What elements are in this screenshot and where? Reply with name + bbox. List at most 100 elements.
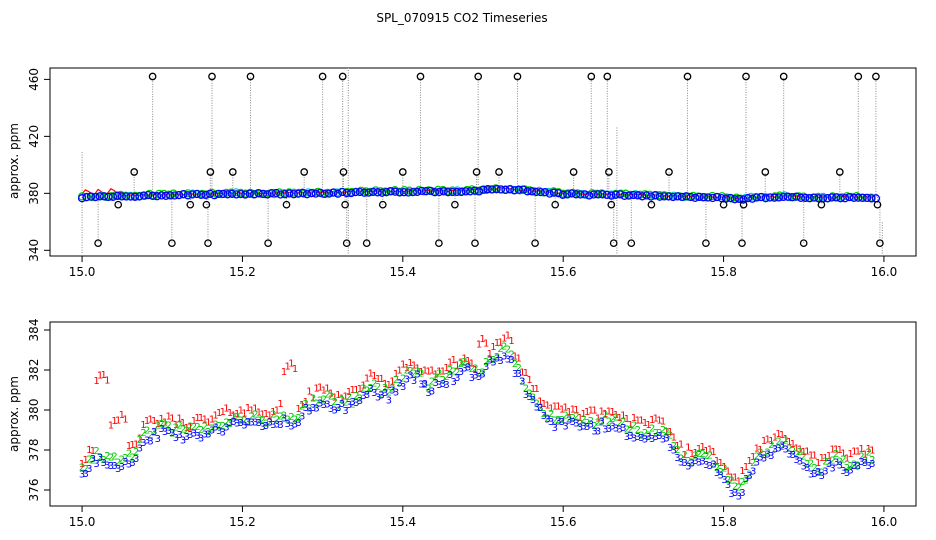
bottom-series-3-point: 3 — [544, 415, 550, 426]
top-series-3-point — [99, 192, 109, 201]
bottom-series-3-point: 3 — [765, 449, 771, 460]
top-outlier-marker — [94, 239, 102, 248]
bottom-series-1-point: 1 — [375, 374, 381, 385]
bottom-series-1-point: 1 — [822, 453, 828, 464]
bottom-series-2-point: 2 — [649, 423, 655, 434]
bottom-series-1-point: 1 — [458, 357, 464, 368]
top-outlier-marker — [282, 200, 291, 209]
bottom-series-3-point: 3 — [534, 402, 540, 413]
bottom-series-3-point: 3 — [570, 417, 576, 428]
bottom-series-1-point: 1 — [83, 455, 89, 466]
bottom-series-2-point: 2 — [429, 377, 435, 388]
top-outlier-marker — [665, 168, 673, 176]
bottom-series-1-point: 1 — [577, 413, 583, 424]
bottom-series-2-point: 2 — [772, 444, 778, 455]
bottom-series-3-point: 3 — [494, 354, 500, 365]
top-series-3-point — [364, 188, 373, 197]
top-series-3-point — [135, 192, 144, 201]
top-series-points — [77, 184, 881, 204]
top-series-3-point — [779, 192, 788, 202]
bottom-series-3-point: 3 — [707, 461, 713, 472]
bottom-series-2-point: 2 — [490, 355, 496, 366]
top-series-3-point — [787, 193, 797, 202]
bottom-series-2-point: 2 — [537, 403, 543, 414]
bottom-series-3-point: 3 — [833, 458, 839, 469]
bottom-series-1-point: 1 — [750, 452, 756, 463]
bottom-series-2-point: 2 — [270, 409, 276, 420]
bottom-series-1-point: 1 — [393, 369, 399, 380]
bottom-series-2-point: 2 — [541, 409, 547, 420]
bottom-series-1-point: 1 — [490, 342, 496, 353]
bottom-series-1-point: 1 — [696, 444, 702, 455]
bottom-series-1-point: 1 — [584, 407, 590, 418]
bottom-series-3-point: 3 — [461, 364, 467, 375]
bottom-series-3-point: 3 — [627, 431, 633, 442]
bottom-series-2-point: 2 — [570, 413, 576, 424]
bottom-series-2-point: 2 — [479, 368, 485, 379]
bottom-series-3-point: 3 — [429, 386, 435, 397]
bottom-series-3-point: 3 — [393, 388, 399, 399]
bottom-series-2-point: 2 — [126, 449, 132, 460]
bottom-series-3-point: 3 — [548, 417, 554, 428]
top-outlier-marker — [318, 72, 327, 81]
top-series-3-point — [527, 187, 537, 196]
bottom-series-1-point: 1 — [559, 404, 565, 415]
bottom-series-2-point: 2 — [591, 421, 597, 432]
top-series-3-point — [827, 193, 836, 202]
bottom-series-1-point: 1 — [840, 448, 846, 459]
top-series-3-point — [629, 190, 638, 200]
bottom-series-3-point: 3 — [497, 356, 503, 367]
bottom-series-2-point: 2 — [519, 377, 525, 388]
top-series-3-point — [122, 192, 131, 201]
bottom-series-1-point: 1 — [281, 367, 287, 378]
bottom-series-1-point: 1 — [267, 411, 273, 422]
bottom-series-2-point: 2 — [703, 451, 709, 462]
top-series-3-point — [302, 190, 312, 199]
bottom-series-2-point: 2 — [230, 412, 236, 423]
bottom-series-3-point: 3 — [685, 462, 691, 473]
bottom-series-1-point: 1 — [631, 413, 637, 424]
bottom-series-1-point: 1 — [855, 447, 861, 458]
bottom-series-3-point: 3 — [458, 367, 464, 378]
bottom-series-1-point: 1 — [418, 367, 424, 378]
top-series-3-point — [677, 192, 687, 202]
top-series-3-point — [510, 186, 519, 195]
bottom-series-1-point: 1 — [306, 386, 312, 397]
bottom-series-2-point: 2 — [400, 373, 406, 384]
bottom-series-2-point: 2 — [386, 388, 392, 399]
bottom-series-1-point: 1 — [223, 404, 229, 415]
bottom-series-2-point: 2 — [732, 481, 738, 492]
top-series-3-point — [439, 187, 448, 196]
bottom-series-1-point: 1 — [815, 458, 821, 469]
top-series-3-point — [757, 192, 766, 202]
top-series-3-point — [104, 192, 113, 202]
bottom-series-2-point: 2 — [739, 477, 745, 488]
bottom-series-3-point: 3 — [562, 422, 568, 433]
bottom-series-1-point: 1 — [274, 406, 280, 417]
bottom-series-3-point: 3 — [433, 378, 439, 389]
top-series-3-point — [858, 193, 867, 202]
top-series-3-point — [523, 187, 532, 196]
top-series-3-point — [655, 192, 664, 201]
bottom-series-3-point: 3 — [552, 423, 558, 434]
top-outlier-marker — [416, 72, 425, 81]
bottom-series-3-point: 3 — [642, 435, 648, 446]
top-series-3-point — [545, 189, 554, 198]
bottom-series-3-point: 3 — [645, 432, 651, 443]
bottom-series-3-point: 3 — [191, 429, 197, 440]
bottom-x-tick-label: 15.6 — [550, 515, 577, 529]
top-x-tick-label: 15.0 — [69, 265, 96, 279]
bottom-series-3-point: 3 — [516, 369, 522, 380]
top-series-3-point — [457, 187, 466, 197]
bottom-series-1-point: 1 — [461, 353, 467, 364]
bottom-series-2-point: 2 — [111, 452, 117, 463]
bottom-series-3-point: 3 — [144, 436, 150, 447]
top-series-3-point — [192, 189, 201, 199]
bottom-series-2-point: 2 — [440, 375, 446, 386]
bottom-series-1-point: 1 — [541, 399, 547, 410]
bottom-series-2-point: 2 — [627, 424, 633, 435]
top-outlier-marker — [398, 168, 407, 176]
top-series-3-point — [651, 191, 660, 200]
bottom-series-3-point: 3 — [775, 443, 781, 454]
bottom-series-1-point: 1 — [169, 413, 175, 424]
